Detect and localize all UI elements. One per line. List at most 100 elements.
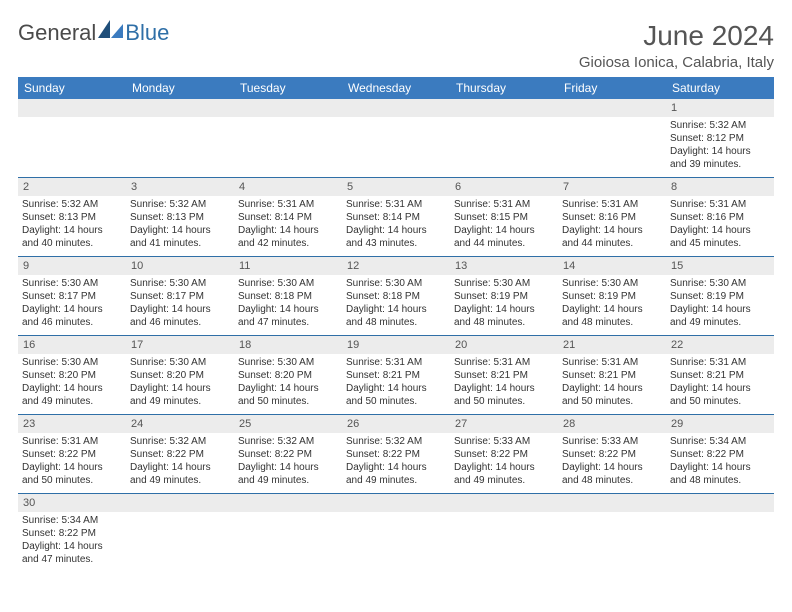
day-details: Sunrise: 5:33 AMSunset: 8:22 PMDaylight:… xyxy=(562,435,662,487)
day-number: 15 xyxy=(666,257,774,275)
day-details: Sunrise: 5:31 AMSunset: 8:22 PMDaylight:… xyxy=(22,435,122,487)
day-number: 22 xyxy=(666,336,774,354)
day-number-empty xyxy=(450,99,558,117)
day-details: Sunrise: 5:30 AMSunset: 8:17 PMDaylight:… xyxy=(130,277,230,329)
day-details: Sunrise: 5:31 AMSunset: 8:21 PMDaylight:… xyxy=(670,356,770,408)
header: General Blue June 2024 Gioiosa Ionica, C… xyxy=(18,20,774,71)
day-number: 11 xyxy=(234,257,342,275)
calendar-cell xyxy=(18,99,126,178)
calendar-cell: 23 Sunrise: 5:31 AMSunset: 8:22 PMDayligh… xyxy=(18,415,126,494)
day-number: 25 xyxy=(234,415,342,433)
sail-icon xyxy=(98,20,124,46)
calendar-cell: 24 Sunrise: 5:32 AMSunset: 8:22 PMDayligh… xyxy=(126,415,234,494)
day-details: Sunrise: 5:32 AMSunset: 8:13 PMDaylight:… xyxy=(130,198,230,250)
calendar-cell: 13Sunrise: 5:30 AMSunset: 8:19 PMDayligh… xyxy=(450,257,558,336)
day-number: 2 xyxy=(18,178,126,196)
calendar-row: 23 Sunrise: 5:31 AMSunset: 8:22 PMDayligh… xyxy=(18,415,774,494)
calendar-cell: 15 Sunrise: 5:30 AMSunset: 8:19 PMDayligh… xyxy=(666,257,774,336)
day-details: Sunrise: 5:31 AMSunset: 8:16 PMDaylight:… xyxy=(562,198,662,250)
day-number-empty xyxy=(126,494,234,512)
calendar-cell: 4 Sunrise: 5:31 AMSunset: 8:14 PMDaylight… xyxy=(234,178,342,257)
calendar-cell xyxy=(342,494,450,573)
calendar-cell: 11 Sunrise: 5:30 AMSunset: 8:18 PMDayligh… xyxy=(234,257,342,336)
day-number: 9 xyxy=(18,257,126,275)
month-title: June 2024 xyxy=(579,20,774,52)
day-number: 17 xyxy=(126,336,234,354)
day-details: Sunrise: 5:30 AMSunset: 8:18 PMDaylight:… xyxy=(238,277,338,329)
calendar-cell xyxy=(126,494,234,573)
calendar-row: 9Sunrise: 5:30 AMSunset: 8:17 PMDaylight… xyxy=(18,257,774,336)
day-details: Sunrise: 5:34 AMSunset: 8:22 PMDaylight:… xyxy=(22,514,122,566)
day-number: 3 xyxy=(126,178,234,196)
day-number: 6 xyxy=(450,178,558,196)
weekday-header: Thursday xyxy=(450,77,558,99)
day-number: 7 xyxy=(558,178,666,196)
day-details: Sunrise: 5:31 AMSunset: 8:14 PMDaylight:… xyxy=(238,198,338,250)
calendar-cell: 18Sunrise: 5:30 AMSunset: 8:20 PMDayligh… xyxy=(234,336,342,415)
day-details: Sunrise: 5:32 AMSunset: 8:22 PMDaylight:… xyxy=(130,435,230,487)
day-number: 13 xyxy=(450,257,558,275)
day-details: Sunrise: 5:31 AMSunset: 8:21 PMDaylight:… xyxy=(346,356,446,408)
day-number: 29 xyxy=(666,415,774,433)
logo-text-1: General xyxy=(18,20,96,46)
calendar-cell: 22 Sunrise: 5:31 AMSunset: 8:21 PMDayligh… xyxy=(666,336,774,415)
calendar-cell: 19Sunrise: 5:31 AMSunset: 8:21 PMDayligh… xyxy=(342,336,450,415)
day-number-empty xyxy=(234,99,342,117)
day-number-empty xyxy=(666,494,774,512)
day-details: Sunrise: 5:30 AMSunset: 8:19 PMDaylight:… xyxy=(670,277,770,329)
day-details: Sunrise: 5:31 AMSunset: 8:21 PMDaylight:… xyxy=(562,356,662,408)
day-details: Sunrise: 5:32 AMSunset: 8:12 PMDaylight:… xyxy=(670,119,770,171)
day-number: 28 xyxy=(558,415,666,433)
calendar-row: 2Sunrise: 5:32 AMSunset: 8:13 PMDaylight… xyxy=(18,178,774,257)
calendar-cell xyxy=(558,494,666,573)
calendar-cell: 2Sunrise: 5:32 AMSunset: 8:13 PMDaylight… xyxy=(18,178,126,257)
weekday-header: Tuesday xyxy=(234,77,342,99)
calendar-row: 16Sunrise: 5:30 AMSunset: 8:20 PMDayligh… xyxy=(18,336,774,415)
day-number: 8 xyxy=(666,178,774,196)
calendar-cell xyxy=(342,99,450,178)
day-details: Sunrise: 5:30 AMSunset: 8:20 PMDaylight:… xyxy=(130,356,230,408)
calendar-cell: 10 Sunrise: 5:30 AMSunset: 8:17 PMDayligh… xyxy=(126,257,234,336)
weekday-header: Saturday xyxy=(666,77,774,99)
day-number-empty xyxy=(558,99,666,117)
calendar-cell: 8 Sunrise: 5:31 AMSunset: 8:16 PMDaylight… xyxy=(666,178,774,257)
day-number-empty xyxy=(558,494,666,512)
calendar-cell: 12Sunrise: 5:30 AMSunset: 8:18 PMDayligh… xyxy=(342,257,450,336)
location: Gioiosa Ionica, Calabria, Italy xyxy=(579,54,774,71)
day-number: 24 xyxy=(126,415,234,433)
day-details: Sunrise: 5:30 AMSunset: 8:20 PMDaylight:… xyxy=(238,356,338,408)
day-details: Sunrise: 5:34 AMSunset: 8:22 PMDaylight:… xyxy=(670,435,770,487)
calendar-cell xyxy=(450,494,558,573)
calendar-cell: 25Sunrise: 5:32 AMSunset: 8:22 PMDayligh… xyxy=(234,415,342,494)
calendar-cell: 29 Sunrise: 5:34 AMSunset: 8:22 PMDayligh… xyxy=(666,415,774,494)
day-number: 5 xyxy=(342,178,450,196)
day-details: Sunrise: 5:31 AMSunset: 8:15 PMDaylight:… xyxy=(454,198,554,250)
day-number: 1 xyxy=(666,99,774,117)
day-number: 23 xyxy=(18,415,126,433)
day-number: 4 xyxy=(234,178,342,196)
calendar-cell: 20Sunrise: 5:31 AMSunset: 8:21 PMDayligh… xyxy=(450,336,558,415)
day-number: 14 xyxy=(558,257,666,275)
calendar-table: SundayMondayTuesdayWednesdayThursdayFrid… xyxy=(18,77,774,572)
day-number: 20 xyxy=(450,336,558,354)
day-number: 10 xyxy=(126,257,234,275)
calendar-row: 30Sunrise: 5:34 AMSunset: 8:22 PMDayligh… xyxy=(18,494,774,573)
calendar-cell xyxy=(450,99,558,178)
calendar-cell: 28 Sunrise: 5:33 AMSunset: 8:22 PMDayligh… xyxy=(558,415,666,494)
day-number-empty xyxy=(450,494,558,512)
day-details: Sunrise: 5:30 AMSunset: 8:20 PMDaylight:… xyxy=(22,356,122,408)
day-number: 16 xyxy=(18,336,126,354)
day-details: Sunrise: 5:31 AMSunset: 8:14 PMDaylight:… xyxy=(346,198,446,250)
day-number-empty xyxy=(234,494,342,512)
day-number: 27 xyxy=(450,415,558,433)
day-details: Sunrise: 5:30 AMSunset: 8:18 PMDaylight:… xyxy=(346,277,446,329)
calendar-cell: 5 Sunrise: 5:31 AMSunset: 8:14 PMDaylight… xyxy=(342,178,450,257)
calendar-cell: 21 Sunrise: 5:31 AMSunset: 8:21 PMDayligh… xyxy=(558,336,666,415)
day-number: 21 xyxy=(558,336,666,354)
calendar-cell xyxy=(666,494,774,573)
day-details: Sunrise: 5:30 AMSunset: 8:17 PMDaylight:… xyxy=(22,277,122,329)
day-details: Sunrise: 5:31 AMSunset: 8:16 PMDaylight:… xyxy=(670,198,770,250)
weekday-header: Wednesday xyxy=(342,77,450,99)
day-number-empty xyxy=(342,494,450,512)
calendar-cell: 16 Sunrise: 5:30 AMSunset: 8:20 PMDayligh… xyxy=(18,336,126,415)
